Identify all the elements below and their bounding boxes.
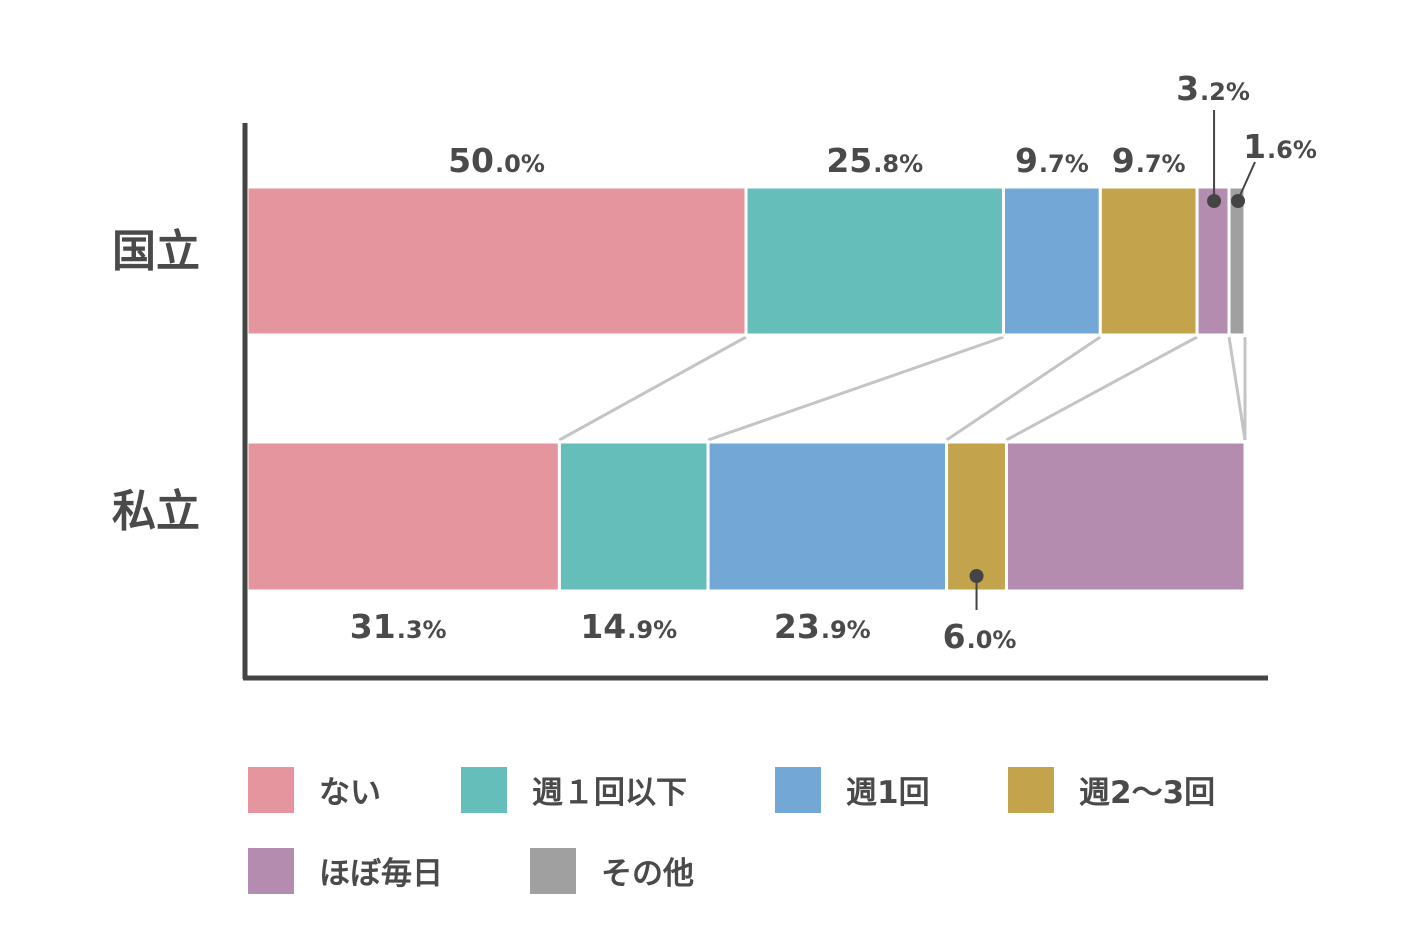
- bar-segment-national-other: [1227, 185, 1247, 337]
- connector-line: [558, 335, 747, 442]
- connector-line: [945, 335, 1102, 442]
- bar-segment-national-none: [245, 185, 748, 337]
- connector-line: [1227, 336, 1247, 441]
- bar-segment-national-weekly-or-less: [744, 185, 1005, 337]
- legend-label-weekly-or-less: 週１回以下: [532, 775, 687, 811]
- legend-swatch-weekly-2-3: [1008, 767, 1054, 813]
- data-label-national-other: 1.6%: [1243, 127, 1317, 166]
- bar-segment-national-weekly-2-3: [1098, 185, 1199, 337]
- legend-swatch-other: [530, 848, 576, 894]
- data-label-national-almost-daily: 3.2%: [1176, 69, 1250, 108]
- data-label-national-weekly-once: 9.7%: [1015, 141, 1089, 180]
- category-label-national: 国立: [112, 226, 200, 277]
- category-labels: 国立 私立: [112, 226, 200, 537]
- bar-segment-private-weekly-2-3: [945, 440, 1008, 593]
- data-labels: 50.0% 25.8% 9.7% 9.7% 3.2% 1.6% 31.3% 14.9% 23.9…: [350, 69, 1317, 656]
- callout-line: [1237, 161, 1256, 201]
- data-label-private-none: 31.3%: [350, 607, 447, 646]
- legend-swatch-weekly-once: [775, 767, 821, 813]
- legend-label-almost-daily: ほぼ毎日: [319, 856, 443, 892]
- data-label-national-weekly-2-3: 9.7%: [1112, 141, 1186, 180]
- bar-segment-private-almost-daily: [1004, 440, 1247, 593]
- axes: [242, 123, 1268, 681]
- data-label-national-weekly-or-less: 25.8%: [826, 141, 923, 180]
- bar-segment-national-almost-daily: [1195, 185, 1231, 337]
- callout-dot: [1231, 194, 1246, 208]
- legend-swatch-almost-daily: [248, 848, 294, 894]
- legend-label-none: ない: [319, 775, 381, 811]
- callout-dot: [1207, 194, 1222, 208]
- bar-segment-private-none: [245, 440, 561, 593]
- data-label-national-none: 50.0%: [448, 141, 545, 180]
- bar-segments: [245, 185, 1247, 593]
- legend-label-weekly-once: 週1回: [846, 775, 930, 811]
- data-label-private-weekly-2-3: 6.0%: [943, 617, 1017, 656]
- legend-swatch-weekly-or-less: [461, 767, 507, 813]
- connector-lines: [558, 335, 1247, 442]
- legend-swatch-none: [248, 767, 294, 813]
- data-label-private-weekly-once: 23.9%: [774, 607, 871, 646]
- bar-segment-national-weekly-once: [1001, 185, 1102, 337]
- legend-label-weekly-2-3: 週2〜3回: [1079, 775, 1215, 811]
- connector-line: [707, 335, 1004, 442]
- bar-segment-private-weekly-once: [706, 440, 949, 593]
- legend-label-other: その他: [601, 856, 694, 892]
- data-label-private-weekly-or-less: 14.9%: [580, 607, 677, 646]
- category-label-private: 私立: [112, 486, 200, 537]
- connector-line: [1005, 335, 1198, 442]
- bar-segment-private-weekly-or-less: [557, 440, 710, 593]
